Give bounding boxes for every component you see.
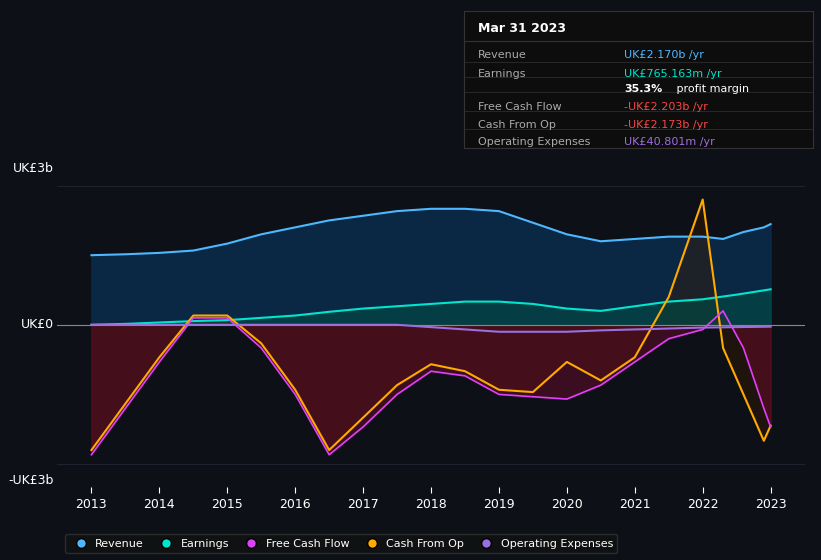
Text: -UK£2.173b /yr: -UK£2.173b /yr [624, 120, 709, 129]
Text: Operating Expenses: Operating Expenses [478, 137, 590, 147]
Text: Earnings: Earnings [478, 69, 526, 79]
Text: -UK£3b: -UK£3b [8, 474, 53, 487]
Text: UK£765.163m /yr: UK£765.163m /yr [624, 69, 722, 79]
Text: UK£2.170b /yr: UK£2.170b /yr [624, 50, 704, 59]
Text: profit margin: profit margin [673, 84, 750, 94]
Text: UK£0: UK£0 [21, 318, 53, 332]
Text: Mar 31 2023: Mar 31 2023 [478, 22, 566, 35]
Text: Cash From Op: Cash From Op [478, 120, 556, 129]
Text: Free Cash Flow: Free Cash Flow [478, 102, 562, 112]
Text: 35.3%: 35.3% [624, 84, 663, 94]
Text: UK£40.801m /yr: UK£40.801m /yr [624, 137, 715, 147]
Text: -UK£2.203b /yr: -UK£2.203b /yr [624, 102, 709, 112]
Text: UK£3b: UK£3b [13, 162, 53, 175]
Legend: Revenue, Earnings, Free Cash Flow, Cash From Op, Operating Expenses: Revenue, Earnings, Free Cash Flow, Cash … [65, 534, 617, 553]
Text: Revenue: Revenue [478, 50, 526, 59]
